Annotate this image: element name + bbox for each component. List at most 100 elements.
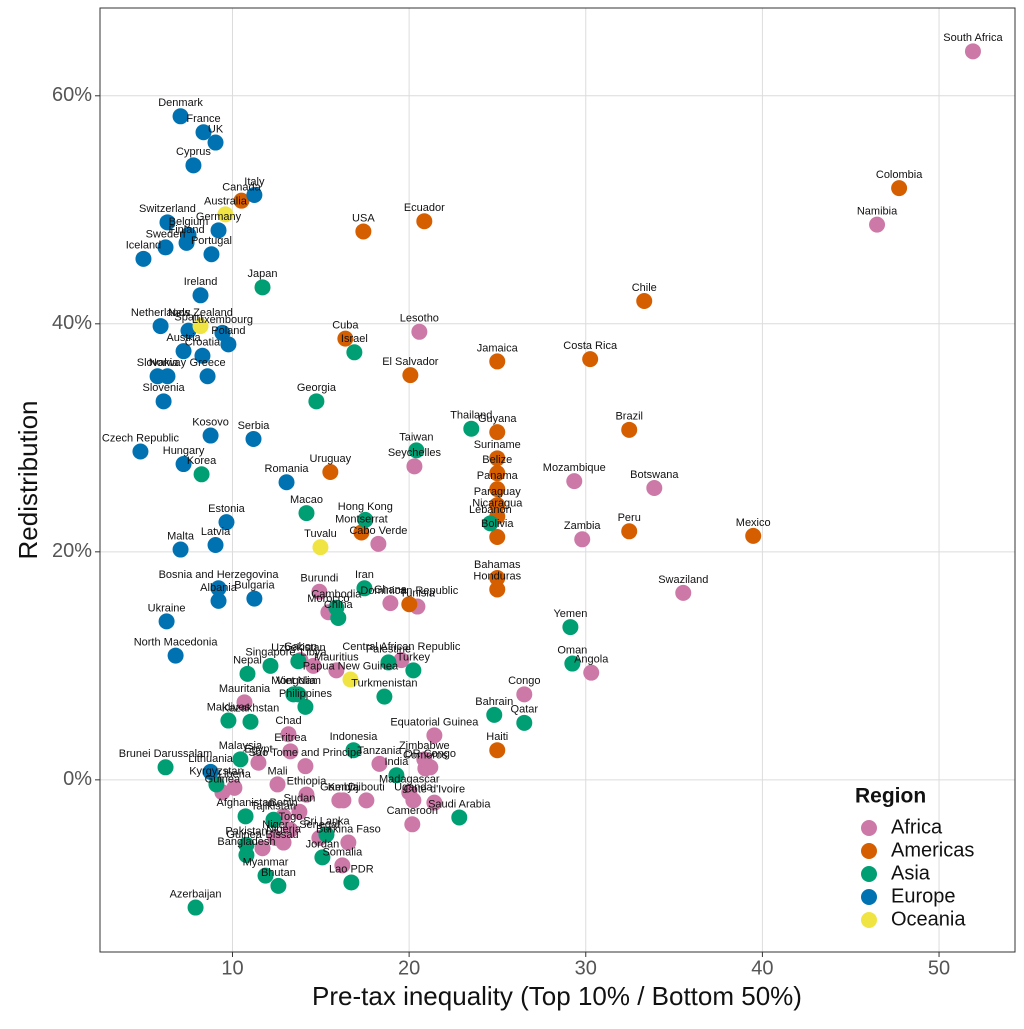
point-label: Nigeria	[266, 823, 302, 835]
legend-marker	[861, 843, 877, 859]
point	[282, 822, 299, 839]
point-label: Mauritius	[314, 651, 359, 663]
point-label: Italy	[244, 176, 265, 188]
point-label: Romania	[265, 463, 310, 475]
point-label: Canada	[222, 182, 261, 194]
point	[353, 524, 370, 541]
point-label: Cambodia	[311, 589, 362, 601]
legend-marker	[861, 889, 877, 905]
point	[489, 742, 506, 759]
y-tick-label: 0%	[63, 768, 92, 790]
point	[265, 811, 282, 828]
point-label: Central African Republic	[342, 641, 461, 653]
point-label: Kenya	[328, 781, 360, 793]
point	[583, 664, 600, 681]
point-label: Egypt	[244, 744, 272, 756]
point-label: Belgium	[169, 216, 209, 228]
point	[891, 180, 908, 197]
point	[382, 595, 399, 612]
point-label: Georgia	[297, 382, 337, 394]
point-label: Malta	[167, 530, 195, 542]
point-label: El Salvador	[382, 356, 439, 368]
point	[210, 222, 227, 239]
point	[305, 657, 322, 674]
point-label: Singapore	[245, 647, 295, 659]
point-label: Ghana	[374, 584, 408, 596]
point-label: Poland	[211, 325, 245, 337]
point	[237, 808, 254, 825]
point	[135, 250, 152, 267]
y-tick-label: 60%	[52, 84, 92, 106]
point-label: Equatorial Guinea	[390, 716, 479, 728]
point-label: Belize	[482, 454, 512, 466]
point-label: Denmark	[158, 97, 203, 109]
point	[516, 686, 533, 703]
point-label: Gambia	[320, 781, 359, 793]
point-label: Slovenia	[142, 382, 185, 394]
point-label: Estonia	[208, 503, 246, 515]
point-label: Jordan	[306, 838, 340, 850]
point-label: Brunei Darussalam	[119, 748, 213, 760]
point	[328, 662, 345, 679]
point-label: Madagascar	[379, 773, 440, 785]
point-label: Azerbaijan	[170, 888, 222, 900]
point-label: Bolivia	[481, 518, 514, 530]
point-label: Cameroon	[387, 805, 438, 817]
point-label: Comoros	[403, 749, 448, 761]
point-label: Hungary	[163, 445, 205, 457]
point-label: Portugal	[191, 235, 232, 247]
point-label: Cabo Verde	[349, 525, 407, 537]
point-label: Mexico	[736, 517, 771, 529]
point	[236, 694, 253, 711]
point-label: Zambia	[564, 520, 602, 532]
point	[152, 318, 169, 335]
point	[370, 535, 387, 552]
point-label: North Macedonia	[134, 636, 219, 648]
point	[489, 529, 506, 546]
point-label: Yemen	[553, 608, 587, 620]
point-label: Chile	[632, 282, 657, 294]
point	[322, 464, 339, 481]
point-label: Bahamas	[474, 559, 521, 571]
point	[489, 465, 506, 482]
point-label: Croatia	[185, 337, 221, 349]
point	[406, 458, 423, 475]
point	[220, 336, 237, 353]
point-label: Sri Lanka	[303, 815, 350, 827]
point-label: Germany	[196, 211, 242, 223]
point-label: USA	[352, 212, 375, 224]
point	[239, 665, 256, 682]
point	[180, 322, 197, 339]
point	[290, 686, 307, 703]
point	[489, 481, 506, 498]
point	[486, 706, 503, 723]
point-label: Mongolia	[271, 675, 317, 687]
point	[371, 755, 388, 772]
point	[646, 479, 663, 496]
point-label: Maldives	[207, 701, 251, 713]
x-tick-label: 20	[398, 957, 420, 979]
point-label: Oman	[557, 644, 587, 656]
point-label: Paraguay	[474, 486, 522, 498]
point	[246, 186, 263, 203]
point-label: Taiwan	[399, 431, 433, 443]
y-tick-label: 40%	[52, 312, 92, 334]
point	[489, 353, 506, 370]
point-label: Spain	[174, 312, 202, 324]
point-label: Jamaica	[477, 342, 519, 354]
point-label: Libya	[300, 647, 327, 659]
point	[194, 347, 211, 364]
point	[298, 786, 315, 803]
legend-marker	[861, 866, 877, 882]
point	[337, 330, 354, 347]
point-label: DR Congo	[405, 748, 456, 760]
point-label: Macao	[290, 494, 323, 506]
legend-label: Americas	[891, 839, 974, 861]
point	[869, 216, 886, 233]
point-label: Turkey	[397, 651, 431, 663]
point-label: Guinea	[205, 773, 241, 785]
point	[328, 599, 345, 616]
legend-label: Asia	[891, 862, 931, 884]
point	[343, 874, 360, 891]
